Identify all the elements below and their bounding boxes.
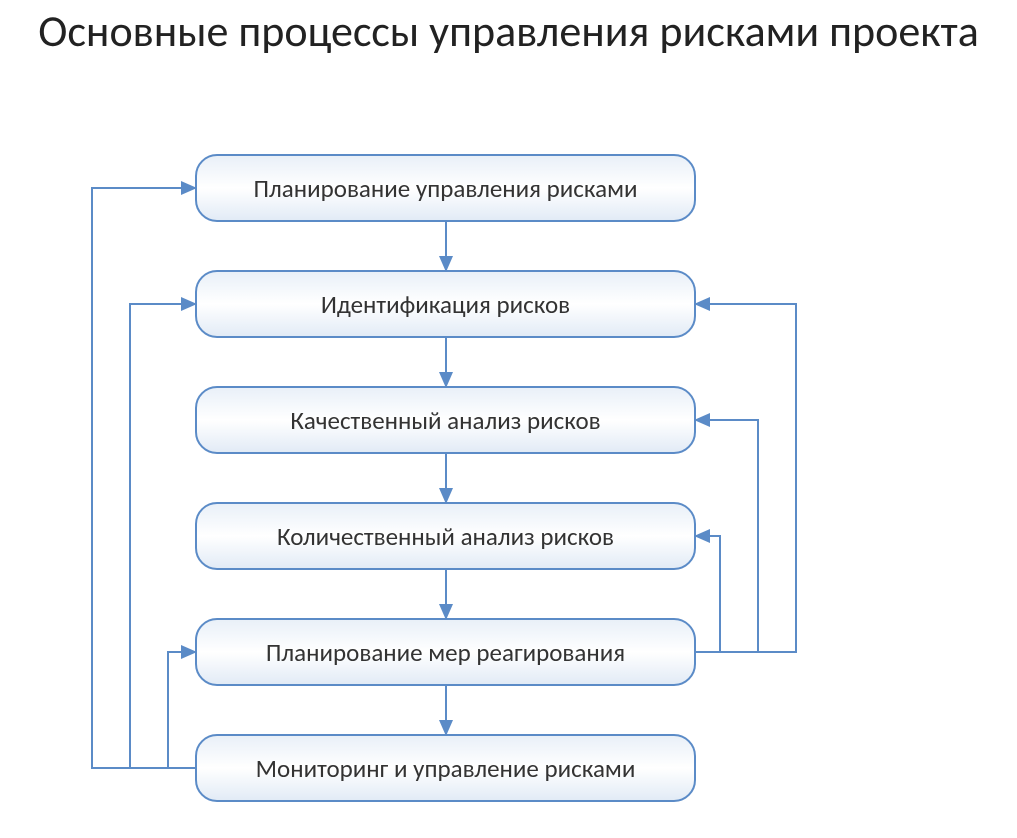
flowchart-node: Качественный анализ рисков: [195, 386, 696, 454]
flowchart-node: Планирование мер реагирования: [195, 618, 696, 686]
flowchart-node: Количественный анализ рисков: [195, 502, 696, 570]
flowchart-edge: [696, 420, 758, 652]
flowchart-edge: [168, 652, 195, 768]
flowchart-node: Планирование управления рисками: [195, 154, 696, 222]
page-title: Основные процессы управления рисками про…: [0, 6, 1017, 57]
flowchart-edge: [130, 304, 195, 768]
flowchart-edge: [696, 536, 720, 652]
flowchart-edge: [696, 304, 796, 652]
flowchart-node: Мониторинг и управление рисками: [195, 734, 696, 802]
flowchart-edge: [92, 188, 195, 768]
flowchart-node: Идентификация рисков: [195, 270, 696, 338]
